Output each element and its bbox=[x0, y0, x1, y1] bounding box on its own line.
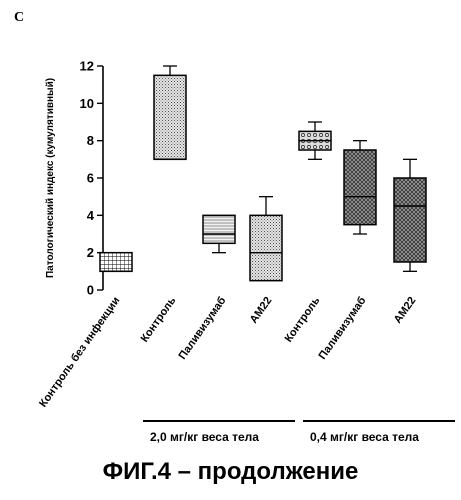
box-1 bbox=[100, 253, 132, 272]
box-2 bbox=[154, 66, 186, 159]
category-labels: Контроль без инфекцииКонтрольПаливизумаб… bbox=[37, 295, 418, 410]
category-label: Контроль bbox=[283, 295, 323, 345]
y-tick-label: 0 bbox=[87, 283, 94, 298]
box-body bbox=[100, 253, 132, 272]
group-underline-2mg bbox=[143, 420, 295, 422]
y-tick-label: 2 bbox=[87, 245, 94, 260]
y-tick-label: 4 bbox=[87, 208, 95, 223]
box-body bbox=[394, 178, 426, 262]
group-label-2mg: 2,0 мг/кг веса тела bbox=[150, 430, 259, 444]
y-tick-label: 12 bbox=[80, 59, 94, 74]
y-tick-label: 6 bbox=[87, 171, 94, 186]
category-label: Паливизумаб bbox=[317, 295, 369, 362]
box-body bbox=[250, 215, 282, 280]
category-label: Контроль bbox=[139, 295, 179, 345]
box-body bbox=[344, 150, 376, 225]
box-plot-chart: 024681012 Контроль без инфекцииКонтрольП… bbox=[0, 0, 461, 420]
category-label: Паливизумаб bbox=[177, 295, 229, 362]
group-underline-04mg bbox=[303, 420, 455, 422]
boxes bbox=[100, 66, 426, 281]
box-body bbox=[203, 215, 235, 243]
box-body bbox=[154, 75, 186, 159]
category-label: Контроль без инфекции bbox=[37, 295, 122, 410]
category-label: AM22 bbox=[392, 295, 419, 326]
box-4 bbox=[250, 197, 282, 281]
figure-caption: ФИГ.4 – продолжение bbox=[0, 458, 461, 486]
box-5 bbox=[299, 122, 331, 159]
y-tick-label: 8 bbox=[87, 133, 94, 148]
category-label: AM22 bbox=[248, 295, 275, 326]
y-tick-label: 10 bbox=[80, 96, 94, 111]
box-3 bbox=[203, 215, 235, 252]
box-6 bbox=[344, 141, 376, 234]
y-axis-title: Патологический индекс (кумулятивный) bbox=[45, 78, 56, 278]
group-label-04mg: 0,4 мг/кг веса тела bbox=[310, 430, 419, 444]
box-7 bbox=[394, 159, 426, 271]
